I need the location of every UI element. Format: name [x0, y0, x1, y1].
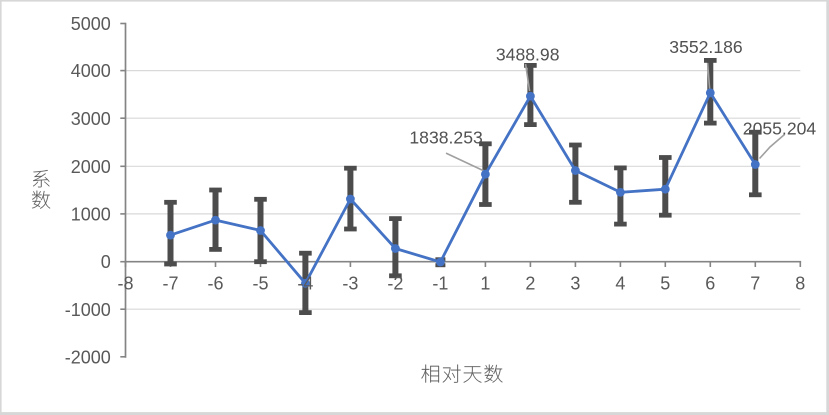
- svg-text:4000: 4000: [71, 61, 111, 81]
- svg-text:7: 7: [750, 274, 760, 294]
- svg-text:3488.98: 3488.98: [496, 45, 560, 65]
- svg-text:-1: -1: [432, 274, 448, 294]
- svg-text:2000: 2000: [71, 157, 111, 177]
- svg-text:2055.204: 2055.204: [743, 119, 817, 139]
- svg-text:-4: -4: [297, 274, 313, 294]
- svg-text:5000: 5000: [71, 14, 111, 34]
- svg-text:-1000: -1000: [65, 300, 111, 320]
- svg-text:-7: -7: [162, 274, 178, 294]
- svg-text:1838.253: 1838.253: [409, 127, 483, 147]
- svg-text:5: 5: [660, 274, 670, 294]
- svg-text:-5: -5: [252, 274, 268, 294]
- svg-text:-3: -3: [342, 274, 358, 294]
- svg-text:6: 6: [705, 274, 715, 294]
- svg-text:3552.186: 3552.186: [669, 37, 743, 57]
- svg-text:3: 3: [570, 274, 580, 294]
- svg-text:2: 2: [525, 274, 535, 294]
- svg-text:1: 1: [480, 274, 490, 294]
- svg-text:0: 0: [101, 252, 111, 272]
- svg-text:4: 4: [615, 274, 625, 294]
- svg-text:1000: 1000: [71, 205, 111, 225]
- svg-text:-2: -2: [387, 274, 403, 294]
- svg-text:-8: -8: [117, 274, 133, 294]
- svg-text:-6: -6: [207, 274, 223, 294]
- svg-text:8: 8: [795, 274, 805, 294]
- svg-text:-2000: -2000: [65, 347, 111, 367]
- svg-text:3000: 3000: [71, 109, 111, 129]
